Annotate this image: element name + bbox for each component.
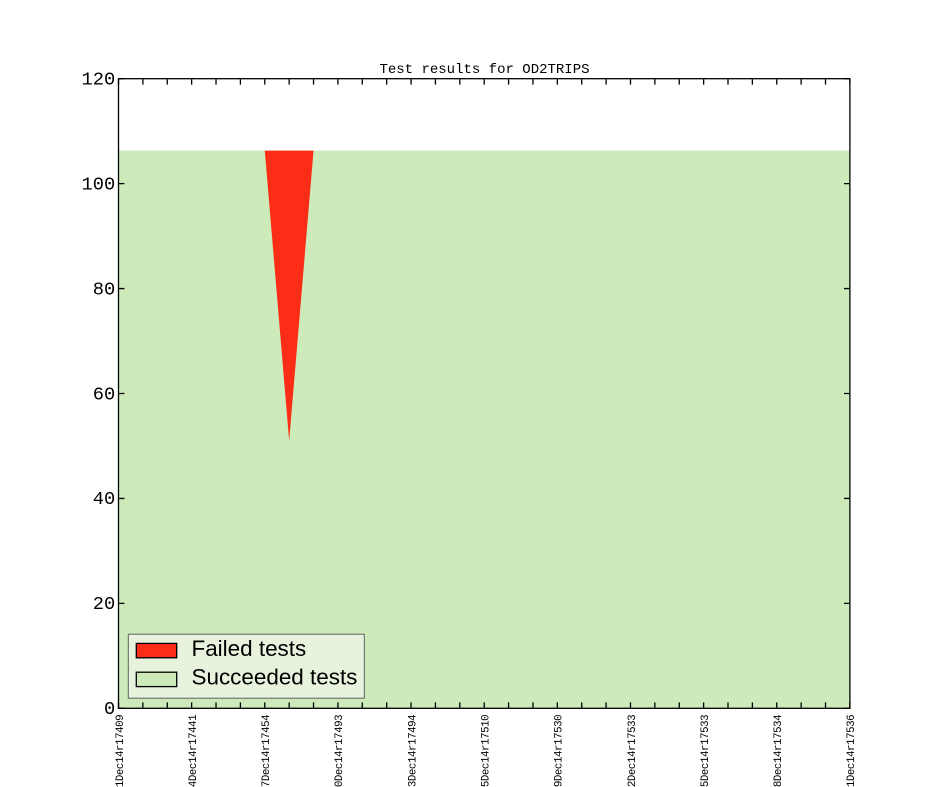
svg-text:04Dec14r17441: 04Dec14r17441 — [188, 715, 200, 787]
svg-text:31Dec14r17536: 31Dec14r17536 — [846, 715, 858, 787]
svg-text:60: 60 — [93, 383, 115, 405]
svg-text:19Dec14r17530: 19Dec14r17530 — [554, 715, 566, 787]
svg-text:10Dec14r17493: 10Dec14r17493 — [334, 715, 346, 787]
svg-text:100: 100 — [82, 173, 116, 195]
svg-text:0: 0 — [104, 698, 115, 720]
svg-text:Test results for OD2TRIPS: Test results for OD2TRIPS — [379, 62, 589, 78]
svg-text:07Dec14r17454: 07Dec14r17454 — [261, 715, 273, 787]
svg-text:15Dec14r17510: 15Dec14r17510 — [481, 715, 493, 787]
svg-text:25Dec14r17533: 25Dec14r17533 — [700, 715, 712, 787]
svg-text:28Dec14r17534: 28Dec14r17534 — [773, 715, 785, 787]
svg-text:Succeeded tests: Succeeded tests — [192, 665, 358, 690]
svg-text:13Dec14r17494: 13Dec14r17494 — [407, 715, 419, 787]
svg-text:120: 120 — [82, 69, 116, 91]
svg-text:Failed tests: Failed tests — [192, 636, 307, 661]
svg-text:01Dec14r17409: 01Dec14r17409 — [115, 715, 127, 787]
svg-text:22Dec14r17533: 22Dec14r17533 — [627, 715, 639, 787]
svg-text:80: 80 — [93, 278, 115, 300]
svg-text:40: 40 — [93, 488, 115, 510]
svg-text:20: 20 — [93, 593, 115, 615]
